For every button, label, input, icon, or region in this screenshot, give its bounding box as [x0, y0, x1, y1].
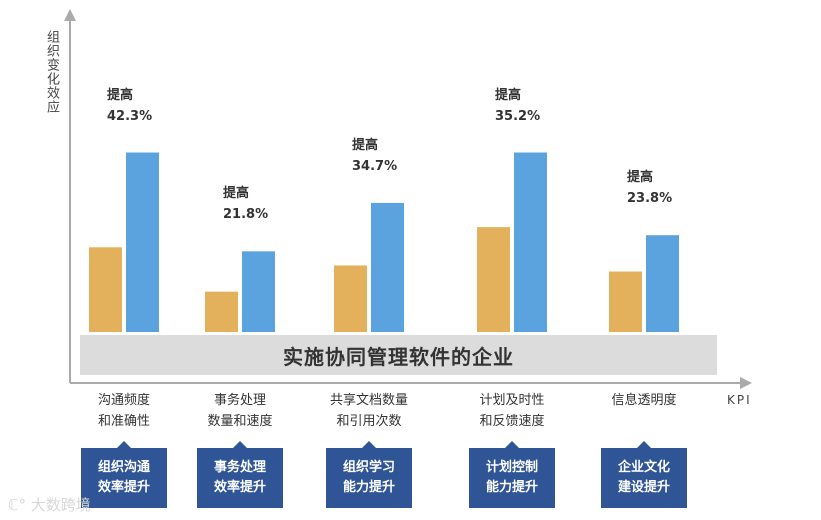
improvement-annotation-4: 提高 35.2%	[495, 85, 540, 127]
x-axis-label: KPI	[727, 393, 752, 407]
outcome-line: 效率提升	[213, 480, 266, 495]
annotation-value: 23.8%	[627, 191, 673, 207]
outcome-line: 组织学习	[342, 460, 395, 475]
bar-before-1	[89, 247, 122, 332]
improvement-annotation-5: 提高 23.8%	[627, 167, 672, 209]
annotation-label: 提高	[627, 170, 654, 186]
outcome-line: 能力提升	[342, 480, 395, 495]
bar-after-5	[646, 235, 679, 332]
outcome-line: 效率提升	[97, 480, 150, 495]
bar-before-5	[609, 271, 642, 332]
outcome-line: 组织沟通	[97, 460, 150, 475]
annotation-label: 提高	[495, 87, 522, 103]
category-label-line: 计划及时性	[479, 393, 545, 408]
bar-after-3	[371, 202, 404, 332]
outcome-line: 能力提升	[485, 480, 538, 495]
outcome-box-2: 事务处理 效率提升	[197, 441, 283, 508]
bars-group	[89, 152, 679, 332]
outcome-box-3: 组织学习 能力提升	[326, 441, 412, 508]
axes	[64, 9, 752, 389]
improvement-annotation-1: 提高 42.3%	[107, 85, 152, 127]
category-label-line: 和准确性	[97, 414, 150, 429]
annotation-value: 35.2%	[495, 108, 541, 124]
outcome-box-4: 计划控制 能力提升	[469, 441, 555, 508]
bar-after-2	[242, 251, 275, 332]
category-label-line: 数量和速度	[207, 414, 273, 429]
category-label-3: 共享文档数量 和引用次数	[304, 390, 434, 432]
annotation-label: 提高	[352, 137, 379, 153]
category-label-2: 事务处理 数量和速度	[175, 390, 305, 432]
x-axis-arrow	[740, 377, 752, 389]
outcome-box-5: 企业文化 建设提升	[601, 441, 687, 508]
improvement-annotation-3: 提高 34.7%	[352, 135, 397, 177]
outcome-line: 企业文化	[617, 460, 670, 475]
outcome-box-1: 组织沟通 效率提升	[81, 441, 167, 508]
category-label-line: 沟通频度	[97, 393, 150, 408]
bar-before-2	[205, 291, 238, 332]
annotation-value: 42.3%	[107, 108, 153, 124]
watermark-logo: ℂ° 大数跨境	[8, 494, 91, 515]
category-label-line: 和反馈速度	[479, 414, 545, 429]
category-label-line: 信息透明度	[611, 393, 677, 408]
category-label-4: 计划及时性和反馈速度	[447, 390, 577, 432]
outcome-line: 事务处理	[213, 460, 266, 475]
outcome-line: 计划控制	[485, 460, 538, 475]
outcome-line: 建设提升	[617, 480, 670, 495]
y-axis-label: 组织变化效应	[44, 30, 59, 114]
category-label-line: 共享文档数量	[329, 393, 408, 408]
bar-after-4	[514, 152, 547, 332]
annotation-value: 21.8%	[223, 207, 269, 223]
watermark-text: 大数跨境	[30, 496, 91, 514]
y-axis-arrow	[64, 9, 76, 21]
category-label-line: 和引用次数	[336, 414, 402, 429]
annotation-label: 提高	[223, 186, 250, 202]
annotation-value: 34.7%	[352, 158, 398, 174]
enterprise-banner: 实施协同管理软件的企业	[80, 335, 717, 375]
category-label-5: 信息透明度	[579, 390, 709, 411]
improvement-annotation-2: 提高 21.8%	[223, 183, 268, 225]
bar-before-3	[334, 265, 367, 332]
bar-after-1	[126, 152, 159, 332]
category-label-line: 事务处理	[213, 393, 266, 408]
watermark-icon: ℂ°	[8, 496, 26, 514]
annotation-label: 提高	[107, 87, 134, 103]
category-label-1: 沟通频度 和准确性	[59, 390, 189, 432]
bar-before-4	[477, 227, 510, 332]
